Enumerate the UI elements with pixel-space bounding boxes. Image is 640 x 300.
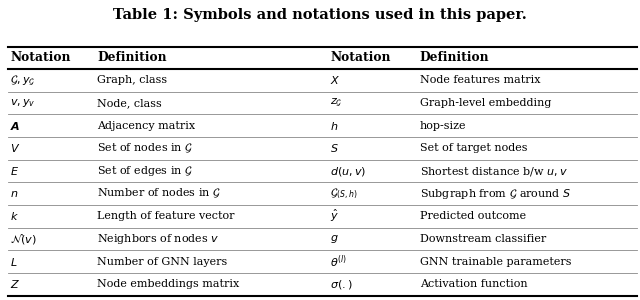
Text: $X$: $X$ [330, 74, 340, 86]
Text: Graph-level embedding: Graph-level embedding [420, 98, 551, 108]
Text: Adjacency matrix: Adjacency matrix [97, 121, 195, 131]
Text: $\mathcal{G}, y_\mathcal{G}$: $\mathcal{G}, y_\mathcal{G}$ [10, 73, 35, 88]
Text: Neighbors of nodes $v$: Neighbors of nodes $v$ [97, 232, 220, 246]
Text: $z_\mathcal{G}$: $z_\mathcal{G}$ [330, 97, 342, 109]
Text: $\hat{y}$: $\hat{y}$ [330, 208, 339, 224]
Text: Definition: Definition [97, 51, 167, 64]
Text: Node embeddings matrix: Node embeddings matrix [97, 279, 239, 289]
Text: $S$: $S$ [330, 142, 339, 154]
Text: Set of edges in $\mathcal{G}$: Set of edges in $\mathcal{G}$ [97, 164, 193, 178]
Text: $\theta^{(l)}$: $\theta^{(l)}$ [330, 253, 348, 270]
Text: $g$: $g$ [330, 233, 339, 245]
Text: $L$: $L$ [10, 256, 18, 268]
Text: Node, class: Node, class [97, 98, 162, 108]
Text: $d(u, v)$: $d(u, v)$ [330, 164, 367, 178]
Text: Shortest distance b/w $u, v$: Shortest distance b/w $u, v$ [420, 164, 568, 178]
Text: $\sigma(.)$: $\sigma(.)$ [330, 278, 353, 291]
Text: Downstream classifier: Downstream classifier [420, 234, 546, 244]
Text: Activation function: Activation function [420, 279, 527, 289]
Text: Subgraph from $\mathcal{G}$ around $S$: Subgraph from $\mathcal{G}$ around $S$ [420, 187, 571, 201]
Text: $n$: $n$ [10, 189, 19, 199]
Text: Node features matrix: Node features matrix [420, 76, 540, 85]
Text: Set of nodes in $\mathcal{G}$: Set of nodes in $\mathcal{G}$ [97, 142, 193, 155]
Text: Set of target nodes: Set of target nodes [420, 143, 527, 153]
Text: $h$: $h$ [330, 120, 339, 132]
Text: Length of feature vector: Length of feature vector [97, 211, 235, 221]
Text: Number of nodes in $\mathcal{G}$: Number of nodes in $\mathcal{G}$ [97, 187, 221, 200]
Text: $k$: $k$ [10, 210, 19, 222]
Text: Number of GNN layers: Number of GNN layers [97, 256, 228, 266]
Text: $\mathcal{G}_{(S,h)}$: $\mathcal{G}_{(S,h)}$ [330, 186, 358, 201]
Text: Graph, class: Graph, class [97, 76, 168, 85]
Text: $v, y_v$: $v, y_v$ [10, 97, 36, 109]
Text: Predicted outcome: Predicted outcome [420, 211, 526, 221]
Text: GNN trainable parameters: GNN trainable parameters [420, 256, 572, 266]
Text: $\mathcal{N}(v)$: $\mathcal{N}(v)$ [10, 232, 37, 246]
Text: Definition: Definition [420, 51, 490, 64]
Text: $V$: $V$ [10, 142, 20, 154]
Text: Notation: Notation [330, 51, 391, 64]
Text: $E$: $E$ [10, 165, 19, 177]
Text: hop-size: hop-size [420, 121, 467, 131]
Text: $\boldsymbol{A}$: $\boldsymbol{A}$ [10, 120, 20, 132]
Text: $Z$: $Z$ [10, 278, 20, 290]
Text: Table 1: Symbols and notations used in this paper.: Table 1: Symbols and notations used in t… [113, 8, 527, 22]
Text: Notation: Notation [10, 51, 71, 64]
